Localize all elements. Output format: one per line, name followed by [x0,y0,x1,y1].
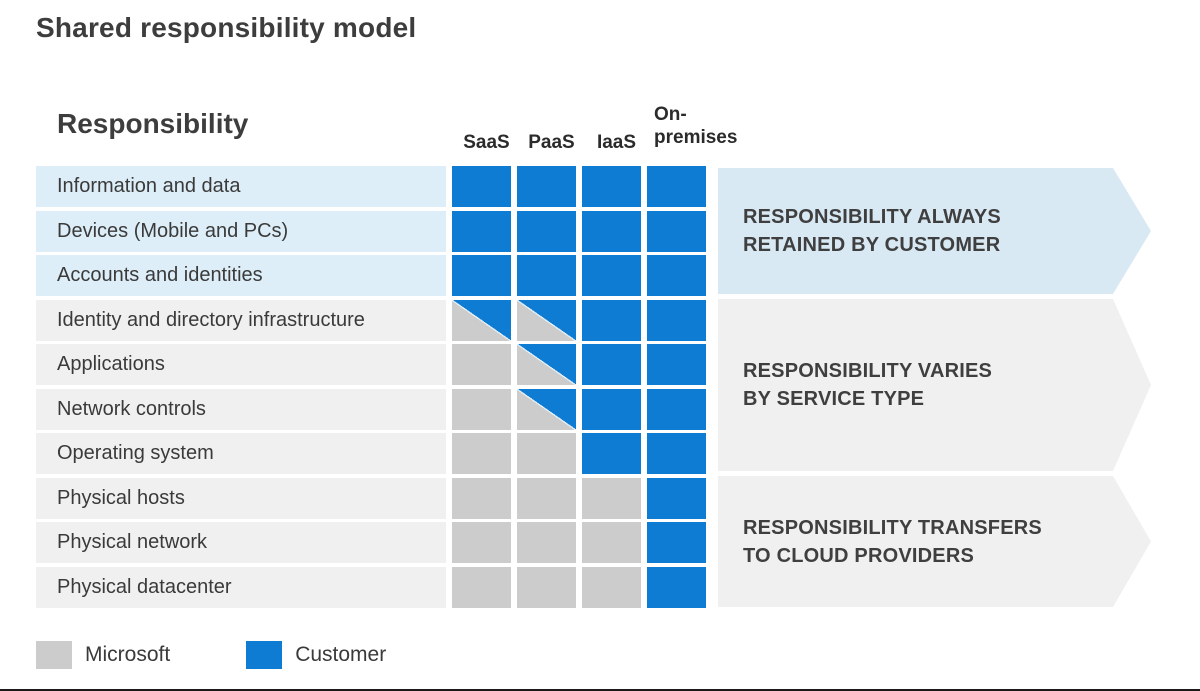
banner-varies-by-service-type: RESPONSIBILITY VARIES BY SERVICE TYPE [718,299,1151,471]
cell-paas [517,166,576,207]
cell-iaas [582,522,641,563]
cell-paas [517,433,576,474]
bottom-border-line [0,689,1200,691]
cell-on-premises [647,522,706,563]
cell-saas [452,210,511,252]
cell-on-premises [647,477,706,519]
cell-saas [452,477,511,519]
banner-transfers-to-cloud-providers: RESPONSIBILITY TRANSFERS TO CLOUD PROVID… [718,476,1151,607]
cell-on-premises [647,210,706,252]
cell-saas [452,566,511,608]
cell-on-premises [647,388,706,430]
microsoft-legend-swatch [36,641,72,669]
table-row: Applications [36,344,706,385]
row-label-applications: Applications [36,344,446,385]
table-row: Devices (Mobile and PCs) [36,210,706,252]
table-row: Physical network [36,522,706,563]
cell-on-premises [647,566,706,608]
cell-iaas [582,299,641,341]
cell-paas [517,477,576,519]
table-row: Physical hosts [36,477,706,519]
customer-legend-label: Customer [295,643,387,666]
column-header-iaas: IaaS [596,132,637,153]
banner-varies-by-service-type-label: RESPONSIBILITY VARIES BY SERVICE TYPE [743,360,993,410]
table-row: Physical datacenter [36,566,706,608]
cell-paas [517,299,576,341]
column-header-saas: SaaS [463,132,510,153]
row-label-devices: Devices (Mobile and PCs) [36,210,446,252]
cell-iaas [582,388,641,430]
cell-saas [452,388,511,430]
cell-iaas [582,210,641,252]
banner-retained-by-customer: RESPONSIBILITY ALWAYS RETAINED BY CUSTOM… [718,168,1151,294]
column-header-on-premises: On-premises [654,104,738,148]
column-header-paas: PaaS [528,132,575,153]
cell-saas [452,522,511,563]
cell-saas [452,433,511,474]
responsibility-column-header: Responsibility [57,108,249,139]
cell-iaas [582,344,641,385]
table-row: Accounts and identities [36,255,706,296]
cell-iaas [582,477,641,519]
cell-iaas [582,433,641,474]
row-label-identity-infrastructure: Identity and directory infrastructure [36,299,446,341]
cell-saas [452,166,511,207]
row-label-physical-datacenter: Physical datacenter [36,566,446,608]
banner-retained-by-customer-label: RESPONSIBILITY ALWAYS RETAINED BY CUSTOM… [743,206,1001,256]
row-label-network-controls: Network controls [36,388,446,430]
cell-iaas [582,166,641,207]
cell-on-premises [647,433,706,474]
legend: Microsoft Customer [36,641,386,669]
cell-on-premises [647,166,706,207]
table-row: Identity and directory infrastructure [36,299,706,341]
row-label-information-and-data: Information and data [36,166,446,207]
cell-on-premises [647,344,706,385]
row-label-operating-system: Operating system [36,433,446,474]
cell-saas [452,255,511,296]
page-title: Shared responsibility model [36,12,417,43]
cell-paas [517,388,576,430]
row-label-physical-network: Physical network [36,522,446,563]
cell-saas [452,344,511,385]
table-row: Information and data [36,166,706,207]
row-label-physical-hosts: Physical hosts [36,477,446,519]
cell-on-premises [647,299,706,341]
cell-iaas [582,566,641,608]
cell-iaas [582,255,641,296]
cell-on-premises [647,255,706,296]
cell-paas [517,210,576,252]
microsoft-legend-label: Microsoft [85,643,171,666]
responsibility-matrix: Information and data Devices (Mobile and… [36,166,706,608]
banner-transfers-to-cloud-providers-label: RESPONSIBILITY TRANSFERS TO CLOUD PROVID… [743,516,1042,567]
table-row: Network controls [36,388,706,430]
cell-paas [517,566,576,608]
cell-paas [517,522,576,563]
cell-paas [517,255,576,296]
row-label-accounts-and-identities: Accounts and identities [36,255,446,296]
cell-paas [517,344,576,385]
customer-legend-swatch [246,641,283,669]
table-row: Operating system [36,433,706,474]
cell-saas [452,299,511,341]
